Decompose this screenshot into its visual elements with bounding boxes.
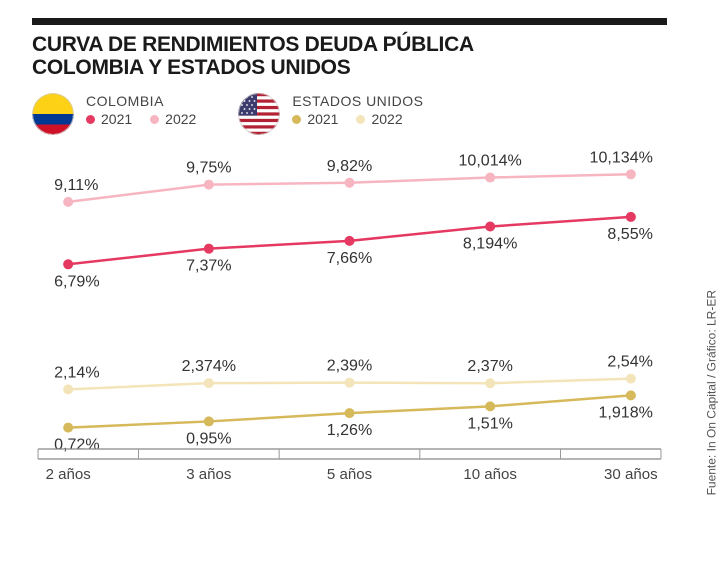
legend-dot-usa-2022 <box>356 115 365 124</box>
chart-title: CURVA DE RENDIMIENTOS DEUDA PÚBLICA COLO… <box>32 33 667 79</box>
point-usa-2021 <box>626 391 636 401</box>
chart-svg: 9,11% 9,75% 9,82% 10,014% 10,134% 6,79% 7,37% 7… <box>32 145 667 515</box>
point-usa-2021 <box>344 408 354 418</box>
point-usa-2021 <box>63 423 73 433</box>
legend-colombia-name: COLOMBIA <box>86 93 196 109</box>
title-line-1: CURVA DE RENDIMIENTOS DEUDA PÚBLICA <box>32 33 474 56</box>
header-divider <box>32 18 667 25</box>
value-label: 2,374% <box>182 357 236 375</box>
value-label: 2,37% <box>467 357 513 375</box>
x-axis-label: 3 años <box>186 466 231 483</box>
value-label: 7,66% <box>327 249 373 267</box>
value-label: 0,95% <box>186 430 232 448</box>
legend-dot-usa-2021 <box>292 115 301 124</box>
point-usa-2022 <box>204 378 214 388</box>
legend-usa: ESTADOS UNIDOS 2021 2022 <box>238 93 423 135</box>
x-axis-label: 10 años <box>463 466 517 483</box>
value-label: 2,39% <box>327 357 373 375</box>
point-col-2021 <box>63 259 73 269</box>
value-label: 9,75% <box>186 159 232 177</box>
legend-colombia-2021: 2021 <box>86 111 132 127</box>
value-label: 2,14% <box>54 364 100 382</box>
source-credit: Fuente: In On Capital / Gráfico: LR-ER <box>704 290 718 495</box>
legend-usa-2021: 2021 <box>292 111 338 127</box>
value-label: 10,134% <box>590 149 653 167</box>
point-col-2021 <box>204 244 214 254</box>
point-col-2022 <box>63 197 73 207</box>
point-usa-2021 <box>204 417 214 427</box>
legend-colombia-2022: 2022 <box>150 111 196 127</box>
legend-dot-col-2022 <box>150 115 159 124</box>
value-label: 2,54% <box>607 353 653 371</box>
point-usa-2022 <box>485 378 495 388</box>
value-label: 1,51% <box>467 415 513 433</box>
value-label: 1,26% <box>327 421 373 439</box>
x-axis-label: 5 años <box>327 466 372 483</box>
value-label: 10,014% <box>458 152 521 170</box>
point-col-2021 <box>485 222 495 232</box>
legend-colombia: COLOMBIA 2021 2022 <box>32 93 196 135</box>
value-label: 8,194% <box>463 235 517 253</box>
yield-curve-chart: 9,11% 9,75% 9,82% 10,014% 10,134% 6,79% 7,37% 7… <box>32 145 667 515</box>
point-col-2022 <box>204 180 214 190</box>
point-usa-2022 <box>344 378 354 388</box>
colombia-flag-icon <box>32 93 74 135</box>
point-col-2022 <box>344 178 354 188</box>
x-axis-label: 2 años <box>46 466 91 483</box>
legend-usa-2022: 2022 <box>356 111 402 127</box>
value-label: 7,37% <box>186 257 232 275</box>
point-usa-2021 <box>485 402 495 412</box>
usa-flag-icon <box>238 93 280 135</box>
legend-usa-name: ESTADOS UNIDOS <box>292 93 423 109</box>
value-label: 8,55% <box>607 225 653 243</box>
value-label: 6,79% <box>54 273 100 291</box>
point-col-2021 <box>626 212 636 222</box>
value-label: 9,82% <box>327 157 373 175</box>
point-col-2021 <box>344 236 354 246</box>
point-usa-2022 <box>63 385 73 395</box>
value-label: 1,918% <box>598 404 652 422</box>
value-label: 0,72% <box>54 436 100 454</box>
point-usa-2022 <box>626 374 636 384</box>
title-line-2: COLOMBIA Y ESTADOS UNIDOS <box>32 56 350 79</box>
point-col-2022 <box>485 173 495 183</box>
x-axis-label: 30 años <box>604 466 658 483</box>
legend-dot-col-2021 <box>86 115 95 124</box>
legend: COLOMBIA 2021 2022 <box>32 93 667 135</box>
value-label: 9,11% <box>54 176 98 194</box>
point-col-2022 <box>626 169 636 179</box>
